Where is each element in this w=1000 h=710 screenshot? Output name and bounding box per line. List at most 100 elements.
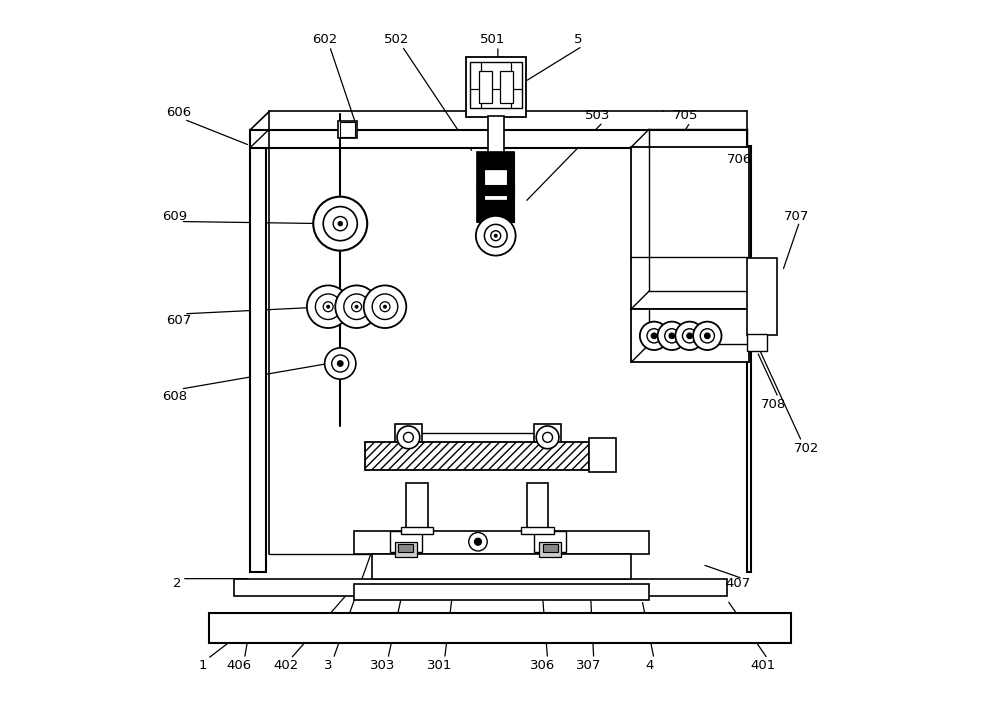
Circle shape <box>323 207 357 241</box>
Circle shape <box>397 426 420 449</box>
Bar <box>470 62 522 108</box>
Text: 609: 609 <box>162 210 187 223</box>
Bar <box>477 185 514 195</box>
Bar <box>631 309 748 362</box>
Circle shape <box>476 216 516 256</box>
Text: 406: 406 <box>227 660 252 672</box>
Bar <box>338 121 357 138</box>
Circle shape <box>687 333 692 339</box>
Text: 501: 501 <box>480 33 506 45</box>
Bar <box>250 130 747 148</box>
Text: 707: 707 <box>784 210 809 223</box>
Circle shape <box>364 285 406 328</box>
Circle shape <box>682 329 697 343</box>
Circle shape <box>704 333 710 339</box>
Bar <box>406 433 548 442</box>
Bar <box>488 116 504 153</box>
Text: 503: 503 <box>585 109 611 121</box>
Bar <box>477 152 514 222</box>
Circle shape <box>484 224 507 247</box>
Circle shape <box>313 197 367 251</box>
Circle shape <box>669 333 675 339</box>
Circle shape <box>494 234 497 237</box>
Bar <box>398 544 413 552</box>
Text: 608: 608 <box>162 390 187 403</box>
Bar <box>747 334 767 351</box>
Bar <box>534 531 566 552</box>
Text: 502: 502 <box>384 33 410 45</box>
Circle shape <box>469 532 487 551</box>
Bar <box>539 542 561 557</box>
Bar <box>365 442 589 470</box>
Circle shape <box>355 305 358 308</box>
Text: 602: 602 <box>312 33 337 45</box>
Bar <box>527 483 548 531</box>
Circle shape <box>651 333 657 339</box>
Text: 407: 407 <box>725 577 750 590</box>
Bar <box>507 152 514 222</box>
Circle shape <box>323 302 333 312</box>
Text: 708: 708 <box>761 398 786 411</box>
Circle shape <box>332 355 349 372</box>
Text: 4: 4 <box>645 660 653 672</box>
Bar <box>747 146 751 572</box>
Text: 705: 705 <box>673 109 699 121</box>
Text: 606: 606 <box>167 106 192 119</box>
Bar <box>395 542 417 557</box>
Bar <box>209 613 791 643</box>
Bar <box>500 71 513 103</box>
Circle shape <box>315 294 341 320</box>
Circle shape <box>675 322 704 350</box>
Circle shape <box>325 348 356 379</box>
Bar <box>466 57 526 117</box>
Bar <box>354 531 649 554</box>
Bar <box>340 122 355 137</box>
Bar <box>521 527 554 534</box>
Text: 303: 303 <box>370 660 396 672</box>
Bar <box>589 438 616 472</box>
Text: 307: 307 <box>576 660 601 672</box>
Bar <box>395 424 422 451</box>
Circle shape <box>333 217 347 231</box>
Text: 402: 402 <box>273 660 298 672</box>
Circle shape <box>658 322 686 350</box>
Text: 3: 3 <box>324 660 332 672</box>
Text: 1: 1 <box>199 660 207 672</box>
Bar <box>479 71 492 103</box>
Circle shape <box>693 322 722 350</box>
Bar <box>354 584 649 600</box>
Circle shape <box>474 538 482 545</box>
Bar <box>250 146 266 572</box>
Text: 607: 607 <box>166 315 192 327</box>
Bar <box>747 258 777 335</box>
Text: 5: 5 <box>574 33 582 45</box>
Bar <box>406 483 428 531</box>
Text: 702: 702 <box>794 442 819 455</box>
Text: 2: 2 <box>173 577 181 590</box>
Text: 301: 301 <box>427 660 452 672</box>
Circle shape <box>384 305 386 308</box>
Circle shape <box>380 302 390 312</box>
Circle shape <box>543 432 553 442</box>
Circle shape <box>700 329 714 343</box>
Circle shape <box>647 329 661 343</box>
Bar <box>477 152 484 222</box>
Text: 306: 306 <box>530 660 555 672</box>
Circle shape <box>307 285 349 328</box>
Bar <box>543 544 558 552</box>
Bar <box>631 147 748 309</box>
Circle shape <box>338 222 342 226</box>
Circle shape <box>665 329 679 343</box>
Circle shape <box>352 302 362 312</box>
Text: 706: 706 <box>727 153 753 166</box>
Circle shape <box>403 432 413 442</box>
Bar <box>390 531 422 552</box>
Circle shape <box>335 285 378 328</box>
Bar <box>234 579 727 596</box>
Bar <box>401 527 433 534</box>
Bar <box>534 424 561 451</box>
Circle shape <box>640 322 668 350</box>
Circle shape <box>344 294 369 320</box>
Circle shape <box>491 231 501 241</box>
Bar <box>372 554 631 579</box>
